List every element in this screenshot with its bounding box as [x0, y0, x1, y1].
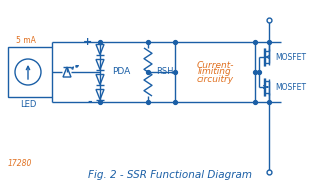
Polygon shape	[96, 89, 104, 100]
Bar	[8, 47, 52, 97]
Polygon shape	[96, 74, 104, 85]
Text: circuitry: circuitry	[196, 74, 234, 83]
Text: LED: LED	[20, 100, 36, 109]
Bar	[175, 42, 255, 102]
Circle shape	[15, 59, 41, 85]
Text: MOSFET: MOSFET	[275, 82, 306, 92]
Text: MOSFET: MOSFET	[275, 52, 306, 62]
Polygon shape	[96, 59, 104, 70]
Text: RSH: RSH	[156, 67, 173, 77]
Text: -: -	[87, 97, 92, 107]
Text: Current-: Current-	[196, 62, 234, 70]
Polygon shape	[63, 67, 71, 77]
Text: Fig. 2 - SSR Functional Diagram: Fig. 2 - SSR Functional Diagram	[88, 170, 252, 180]
Text: 17280: 17280	[8, 159, 32, 168]
Text: limiting: limiting	[198, 67, 232, 77]
Text: +: +	[83, 37, 92, 47]
Text: 5 mA: 5 mA	[16, 36, 36, 45]
Text: PDA: PDA	[112, 67, 130, 77]
Polygon shape	[96, 44, 104, 55]
